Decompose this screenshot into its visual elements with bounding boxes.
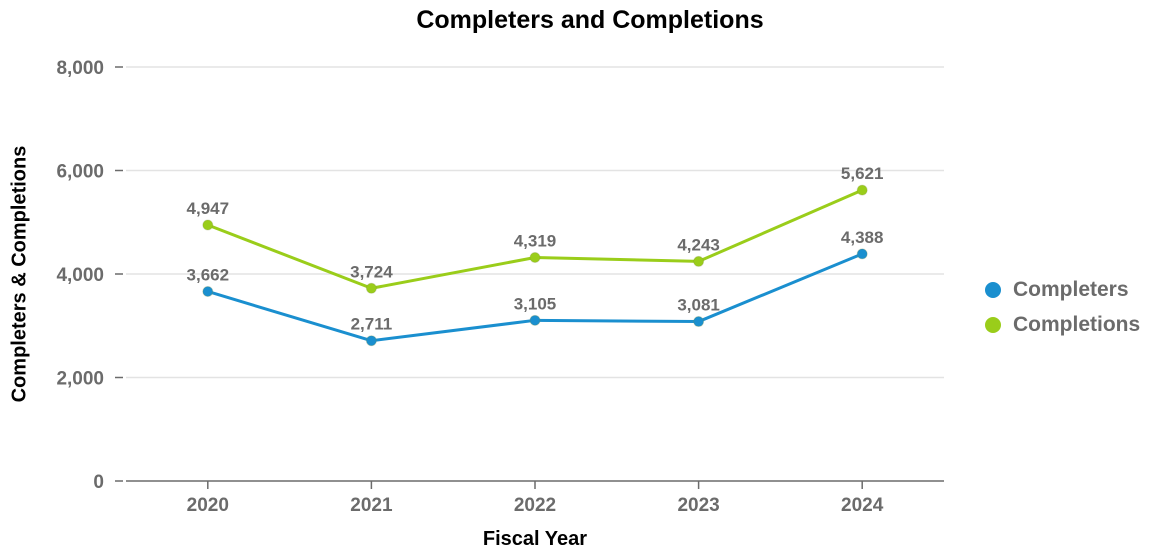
data-label: 3,105: [514, 294, 557, 313]
data-point: [856, 248, 868, 260]
legend-label: Completers: [1013, 277, 1129, 301]
data-label: 3,662: [187, 265, 230, 284]
data-point: [693, 316, 705, 328]
y-tick-label: 0: [93, 472, 104, 493]
data-point: [693, 255, 705, 267]
data-label: 4,243: [677, 235, 720, 254]
y-tick-label: 8,000: [56, 58, 104, 79]
chart-title: Completers and Completions: [416, 6, 764, 34]
legend-item-completions[interactable]: Completions: [985, 307, 1140, 342]
y-tick-label: 6,000: [56, 162, 104, 183]
data-point: [365, 282, 377, 294]
y-axis-label: Completers & Completions: [8, 145, 31, 403]
data-point: [365, 335, 377, 347]
data-label: 3,724: [350, 262, 393, 281]
data-label: 4,319: [514, 231, 557, 250]
x-tick-label: 2024: [841, 495, 884, 516]
y-tick-label: 2,000: [56, 369, 104, 390]
x-tick-label: 2021: [350, 495, 393, 516]
data-label: 5,621: [841, 164, 884, 183]
data-point: [856, 184, 868, 196]
data-label: 4,947: [187, 199, 230, 218]
data-point: [202, 219, 214, 231]
data-label: 4,388: [841, 228, 884, 247]
x-tick-label: 2020: [187, 495, 229, 516]
data-point: [529, 314, 541, 326]
legend-item-completers[interactable]: Completers: [985, 272, 1140, 307]
legend-marker-completions: [985, 316, 1001, 333]
legend-marker-completers: [985, 281, 1001, 298]
data-point: [202, 285, 214, 297]
legend: Completers Completions: [985, 272, 1140, 342]
y-tick-label: 4,000: [56, 265, 104, 286]
x-tick-label: 2023: [677, 495, 719, 516]
data-label: 3,081: [677, 296, 720, 315]
legend-label: Completions: [1013, 312, 1141, 336]
data-point: [529, 251, 541, 263]
data-label: 2,711: [351, 315, 393, 334]
x-tick-label: 2022: [514, 495, 556, 516]
x-axis-label: Fiscal Year: [482, 528, 588, 550]
